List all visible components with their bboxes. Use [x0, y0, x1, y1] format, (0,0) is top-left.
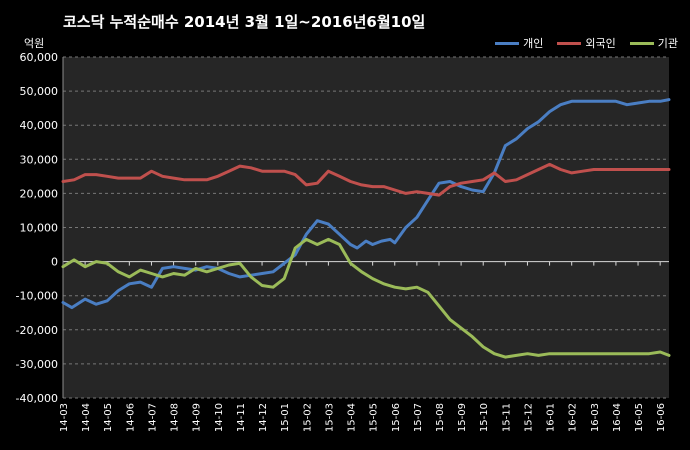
y-tick-label: -10,000	[16, 290, 58, 303]
legend: 개인 외국인 기관	[495, 35, 678, 51]
y-tick-label: 20,000	[20, 187, 59, 200]
y-tick-label: 50,000	[20, 85, 59, 98]
x-tick-label: 15-08	[435, 403, 446, 432]
x-tick-label: 15-06	[391, 403, 402, 432]
x-tick-label: 16-06	[656, 403, 667, 432]
y-tick-label: 40,000	[20, 119, 59, 132]
y-tick-label: 10,000	[20, 222, 59, 235]
y-axis-unit-label: 억원	[24, 37, 45, 50]
y-tick-label: -30,000	[16, 358, 58, 371]
x-tick-label: 15-02	[302, 403, 313, 432]
legend-item-institution: 기관	[629, 35, 678, 51]
y-tick-label: 0	[51, 256, 58, 269]
x-tick-label: 14-07	[147, 403, 158, 432]
legend-item-individual: 개인	[495, 35, 543, 51]
legend-swatch-individual	[495, 41, 520, 45]
x-tick-label: 16-04	[612, 403, 623, 432]
x-tick-label: 15-09	[457, 403, 468, 432]
x-tick-label: 14-03	[59, 403, 70, 432]
x-tick-label: 15-04	[347, 403, 358, 432]
series-line-institution	[61, 237, 671, 359]
x-tick-label: 15-03	[324, 403, 335, 432]
x-tick-label: 14-10	[214, 403, 225, 432]
x-tick-label: 15-01	[280, 403, 291, 432]
y-tick-label: 60,000	[20, 51, 59, 64]
y-tick-label: -20,000	[16, 324, 58, 337]
x-tick-label: 15-12	[523, 403, 534, 432]
legend-label-foreign: 외국인	[585, 37, 616, 50]
x-tick-label: 16-02	[568, 403, 579, 432]
x-tick-label: 14-08	[170, 403, 181, 432]
legend-swatch-institution	[629, 41, 654, 45]
x-tick-label: 15-10	[479, 403, 490, 432]
y-tick-label: -40,000	[16, 392, 58, 405]
legend-swatch-foreign	[557, 41, 582, 45]
legend-label-institution: 기관	[657, 37, 678, 50]
x-tick-label: 15-11	[501, 403, 512, 432]
x-tick-label: 16-01	[546, 403, 557, 432]
x-tick-label: 14-04	[81, 403, 92, 432]
x-tick-label: 15-05	[369, 403, 380, 432]
y-tick-label: 30,000	[20, 153, 59, 166]
x-tick-label: 15-07	[413, 403, 424, 432]
x-tick-label: 14-09	[192, 403, 203, 432]
legend-item-foreign: 외국인	[557, 35, 616, 51]
x-tick-label: 14-12	[258, 403, 269, 432]
legend-label-individual: 개인	[523, 37, 544, 50]
x-tick-label: 16-03	[590, 403, 601, 432]
x-tick-label: 14-11	[236, 403, 247, 432]
x-tick-label: 14-05	[103, 403, 114, 432]
series-line-individual	[61, 98, 671, 310]
x-tick-label: 16-05	[634, 403, 645, 432]
x-tick-label: 14-06	[125, 403, 136, 432]
chart-title: 코스닥 누적순매수 2014년 3월 1일~2016년6월10일	[63, 13, 426, 31]
series-line-foreign	[61, 162, 671, 197]
